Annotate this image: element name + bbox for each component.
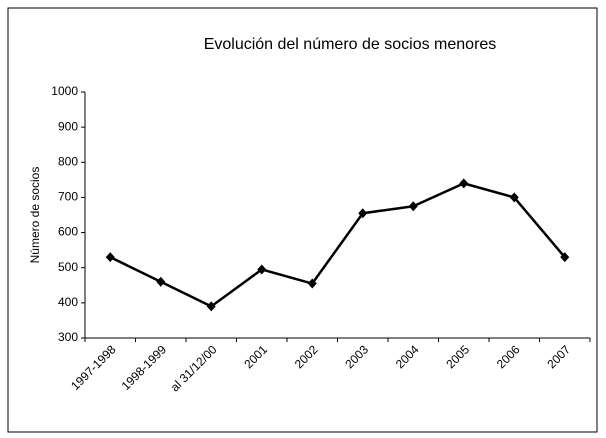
y-tick-label: 900	[58, 119, 78, 133]
y-tick-label: 500	[58, 260, 78, 274]
point-marker	[206, 301, 216, 312]
point-marker	[560, 252, 570, 263]
point-marker	[257, 264, 267, 275]
y-tick-label: 300	[58, 330, 78, 344]
point-marker	[509, 192, 519, 203]
point-marker	[408, 201, 418, 212]
y-tick-label: 400	[58, 295, 78, 309]
series-line	[109, 182, 566, 308]
chart-frame	[7, 7, 598, 433]
y-tick-label: 1000	[51, 84, 78, 98]
y-axis-label: Número de socios	[28, 167, 42, 264]
y-tick-label: 800	[58, 154, 78, 168]
point-marker	[156, 276, 166, 287]
y-tick-label: 700	[58, 190, 78, 204]
point-marker	[358, 208, 368, 219]
chart-title: Evolución del número de socios menores	[204, 36, 497, 53]
point-marker	[459, 178, 469, 189]
y-tick-label: 600	[58, 225, 78, 239]
point-marker	[105, 252, 115, 263]
point-marker	[307, 278, 317, 289]
